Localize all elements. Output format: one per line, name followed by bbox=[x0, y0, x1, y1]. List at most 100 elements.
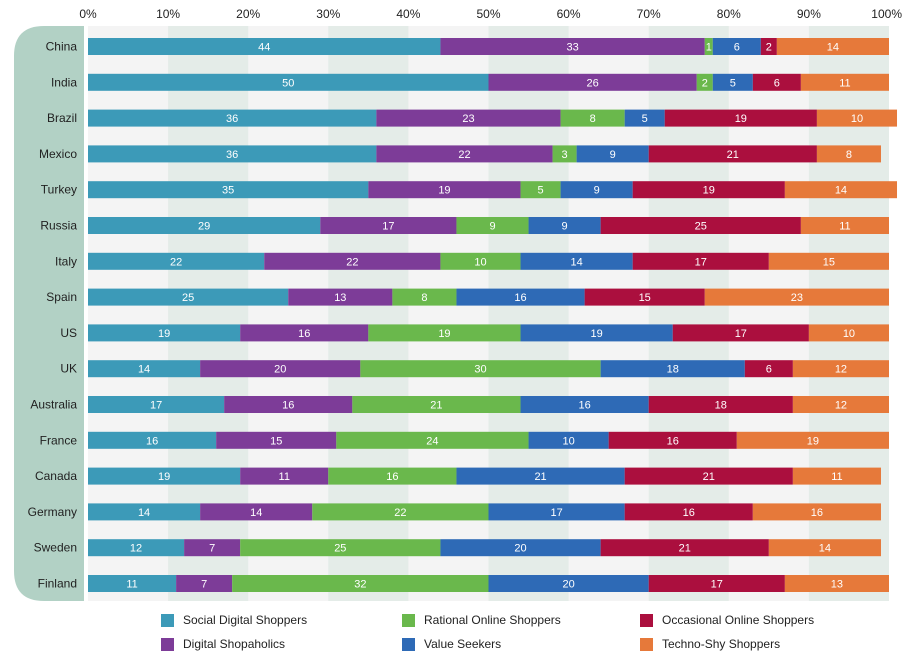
data-label: 6 bbox=[734, 42, 740, 54]
data-label: 44 bbox=[258, 42, 270, 54]
bar-segment bbox=[624, 467, 793, 485]
data-label: 21 bbox=[703, 471, 715, 483]
data-label: 23 bbox=[791, 292, 803, 304]
bar-segment bbox=[88, 73, 489, 91]
bar-segment bbox=[440, 38, 705, 55]
data-label: 16 bbox=[146, 435, 158, 447]
bar-segment bbox=[200, 503, 313, 521]
legend-item: Rational Online Shoppers bbox=[402, 613, 561, 627]
country-label: Brazil bbox=[47, 111, 77, 125]
bar-segment bbox=[768, 539, 881, 557]
bar-segment bbox=[760, 38, 777, 55]
data-label: 19 bbox=[158, 328, 170, 340]
bar-segment bbox=[288, 288, 393, 306]
bar-segment bbox=[240, 467, 329, 485]
data-label: 21 bbox=[430, 400, 442, 412]
data-label: 26 bbox=[587, 77, 599, 89]
bar-segment bbox=[792, 360, 889, 378]
data-label: 30 bbox=[474, 364, 486, 376]
x-tick-label: 30% bbox=[316, 7, 340, 21]
data-label: 14 bbox=[827, 42, 839, 54]
bar-segment bbox=[488, 575, 649, 592]
bar-segment bbox=[560, 181, 633, 199]
bar-segment bbox=[376, 109, 561, 127]
bar-segment bbox=[584, 288, 705, 306]
data-label: 16 bbox=[667, 435, 679, 447]
bar-segment bbox=[456, 288, 585, 306]
country-label: Turkey bbox=[41, 183, 77, 197]
data-label: 21 bbox=[679, 543, 691, 555]
bar-segment bbox=[528, 431, 609, 449]
data-label: 2 bbox=[702, 77, 708, 89]
country-labels: China India Brazil Mexico Turkey Russia Italy S… bbox=[28, 40, 78, 591]
bar-segment bbox=[672, 324, 809, 342]
bar-segment bbox=[648, 396, 793, 413]
bar-segment bbox=[752, 503, 881, 521]
bar-segment bbox=[744, 360, 793, 378]
data-label: 19 bbox=[591, 328, 603, 340]
bar-segment bbox=[312, 503, 489, 521]
bar-segment bbox=[632, 181, 785, 199]
data-label: 17 bbox=[695, 256, 707, 268]
bar-segment bbox=[88, 467, 241, 485]
data-label: 20 bbox=[562, 579, 574, 591]
data-label: 12 bbox=[130, 543, 142, 555]
bar-segment bbox=[752, 73, 801, 91]
bar-segment bbox=[440, 539, 601, 557]
bar-segment bbox=[88, 503, 201, 521]
bar-segment bbox=[176, 575, 233, 592]
bar-segment bbox=[88, 396, 225, 413]
bar-segment bbox=[88, 38, 441, 55]
data-label: 12 bbox=[835, 364, 847, 376]
data-label: 13 bbox=[831, 579, 843, 591]
data-label: 25 bbox=[182, 292, 194, 304]
data-label: 9 bbox=[610, 149, 616, 161]
bar-segment bbox=[552, 145, 577, 163]
legend-label: Digital Shopaholics bbox=[183, 637, 286, 651]
legend-label: Rational Online Shoppers bbox=[424, 613, 561, 627]
legend-label: Occasional Online Shoppers bbox=[662, 613, 815, 627]
country-label: Finland bbox=[38, 577, 77, 591]
data-label: 8 bbox=[590, 113, 596, 125]
bar-segment bbox=[736, 431, 889, 449]
data-label: 15 bbox=[270, 435, 282, 447]
data-label: 21 bbox=[534, 471, 546, 483]
data-label: 14 bbox=[570, 256, 582, 268]
country-label: Spain bbox=[46, 290, 77, 304]
data-label: 15 bbox=[639, 292, 651, 304]
legend-swatch bbox=[402, 637, 415, 651]
bar-segment bbox=[632, 252, 769, 270]
data-label: 14 bbox=[138, 507, 150, 519]
data-label: 19 bbox=[735, 113, 747, 125]
bar-segment bbox=[232, 575, 489, 592]
bar-segment bbox=[88, 575, 177, 592]
data-label: 32 bbox=[354, 579, 366, 591]
bar-segment bbox=[368, 324, 521, 342]
data-label: 22 bbox=[170, 256, 182, 268]
bar-segment bbox=[88, 181, 369, 199]
bar-segment bbox=[88, 252, 265, 270]
data-label: 16 bbox=[683, 507, 695, 519]
country-label: Canada bbox=[35, 469, 77, 483]
bar-segment bbox=[704, 38, 713, 55]
bar-segment bbox=[816, 109, 898, 127]
x-tick-label: 80% bbox=[717, 7, 741, 21]
bar-segment bbox=[488, 503, 625, 521]
country-label: China bbox=[46, 40, 78, 54]
bar-segment bbox=[88, 539, 185, 557]
data-label: 14 bbox=[819, 543, 831, 555]
bar-segment bbox=[88, 431, 217, 449]
data-label: 20 bbox=[274, 364, 286, 376]
data-label: 20 bbox=[514, 543, 526, 555]
country-label: Sweden bbox=[34, 541, 77, 555]
bar-segment bbox=[240, 539, 441, 557]
data-label: 8 bbox=[846, 149, 852, 161]
data-label: 25 bbox=[695, 221, 707, 233]
bar-segment bbox=[664, 109, 817, 127]
bar-segment bbox=[440, 252, 521, 270]
data-label: 16 bbox=[514, 292, 526, 304]
data-label: 18 bbox=[715, 400, 727, 412]
bar-segment bbox=[768, 252, 889, 270]
data-label: 17 bbox=[382, 221, 394, 233]
